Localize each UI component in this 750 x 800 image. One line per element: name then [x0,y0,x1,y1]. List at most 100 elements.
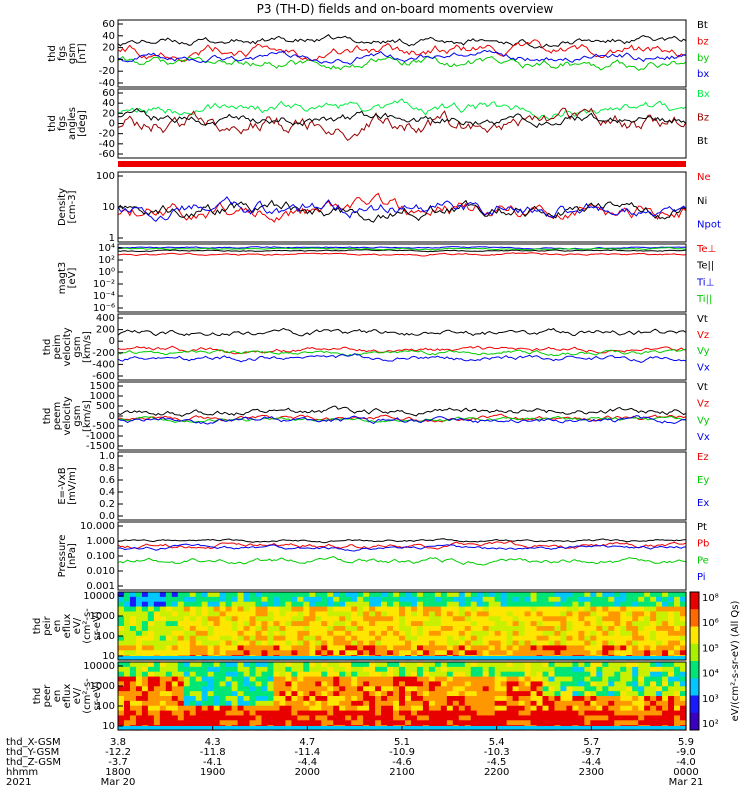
spectrogram-cell [327,596,334,603]
spectrogram-cell [548,681,556,687]
spectrogram-cell [662,676,669,683]
spectrogram-cell [500,681,508,687]
spectrogram-cell [321,676,328,683]
hhmm-label: 2100 [389,767,414,778]
spectrogram-cell [363,616,370,622]
spectrogram-cell [506,616,514,622]
spectrogram-cell [165,626,173,632]
y-axis-label-line: [km/s] [82,400,93,432]
spectrogram-cell [638,676,645,683]
spectrogram-cell [590,676,597,683]
spectrogram-cell [129,621,137,627]
spectrogram-cell [207,616,215,622]
y-axis-label-line: en [52,620,63,633]
spectrogram-cell [213,630,221,637]
spectrogram-cell [404,611,412,617]
spectrogram-cell [482,626,490,632]
spectrogram-cell [596,686,603,692]
spectrogram-cell [428,720,436,726]
spectrogram-cell [542,720,550,726]
spectrogram-cell [572,691,579,697]
spectrogram-cell [578,696,585,702]
spectrogram-cell [231,626,239,632]
spectrogram-cell [339,696,346,702]
spectrogram-cell [135,715,143,721]
spectrogram-cell [195,696,203,702]
spectrogram-cell [399,696,406,702]
spectrogram-cell [578,681,585,687]
spectrogram-cell [159,720,167,726]
spectrogram-cell [650,666,657,673]
spectrogram-cell [159,676,167,683]
y-tick-label: -1500 [86,441,115,452]
spectrogram-cell [638,700,645,707]
spectrogram-cell [159,630,167,637]
spectrogram-cell [620,640,627,647]
spectrogram-cell [536,681,544,687]
spectrogram-cell [500,630,508,637]
spectrogram-cell [470,720,478,726]
spectrogram-cell [147,681,155,687]
spectrogram-cell [153,616,161,622]
spectrogram-cell [183,715,191,721]
spectrogram-cell [327,626,334,632]
spectrogram-cell [165,676,173,683]
spectrogram-cell [309,720,316,726]
spectrogram-cell [255,700,263,707]
spectrogram-cell [153,686,161,692]
spectrogram-cell [512,691,520,697]
spectrogram-cell [614,676,621,683]
y-axis-label: thd fgs angles [deg] [47,107,88,140]
spectrogram-cell [446,662,454,668]
spectrogram-cell [596,630,603,637]
spectrogram-cell [620,691,627,697]
spectrogram-cell [339,676,346,683]
spectrogram-cell [195,645,203,651]
spectrogram-cell [644,601,651,608]
spectrogram-cell [674,616,681,622]
spectrogram-cell [195,715,203,721]
series-line-bz [117,39,687,63]
spectrogram-cell [387,686,394,692]
spectrogram-cell [387,635,394,642]
spectrogram-cell [255,696,263,702]
spectrogram-cell [393,671,400,678]
spectrogram-cell [165,662,173,668]
y-tick-label: 10⁻⁶ [93,303,115,314]
spectrogram-cell [464,640,472,647]
spectrogram-cell [231,671,239,678]
footer-row-label: hhmm [6,767,38,778]
spectrogram-cell [363,640,370,647]
spectrogram-cell [171,621,179,627]
spectrogram-cell [572,635,579,642]
spectrogram-cell [291,705,298,712]
spectrogram-cell [375,696,382,702]
footer-row-label: thd_Z-GSM [6,757,61,768]
spectrogram-cell [129,666,137,673]
spectrogram-cell [404,700,412,707]
spectrogram-cell [207,601,215,608]
spectrogram-cell [428,645,436,651]
spectrogram-cell [177,671,185,678]
spectrogram-cell [608,666,615,673]
spectrogram-cell [542,662,550,668]
spectrogram-cell [458,705,466,712]
spectrogram-cell [440,686,448,692]
spectrogram-cell [123,705,131,712]
spectrogram-cell [345,635,352,642]
y-axis-label-line: eV/ [72,687,83,704]
spectrogram-cell [608,691,615,697]
spectrogram-cell [494,720,502,726]
spectrogram-cell [536,671,544,678]
footer-value: 5.1 [394,737,410,748]
spectrogram-cell [632,616,639,622]
spectrogram-cell [470,601,478,608]
spectrogram-cell [327,592,334,598]
spectrogram-cell [410,606,418,613]
spectrogram-cell [542,601,550,608]
spectrogram-cell [446,705,454,712]
spectrogram-cell [548,621,556,627]
spectrogram-cell [309,676,316,683]
spectrogram-cell [536,630,544,637]
footer-value: -10.3 [484,747,510,758]
